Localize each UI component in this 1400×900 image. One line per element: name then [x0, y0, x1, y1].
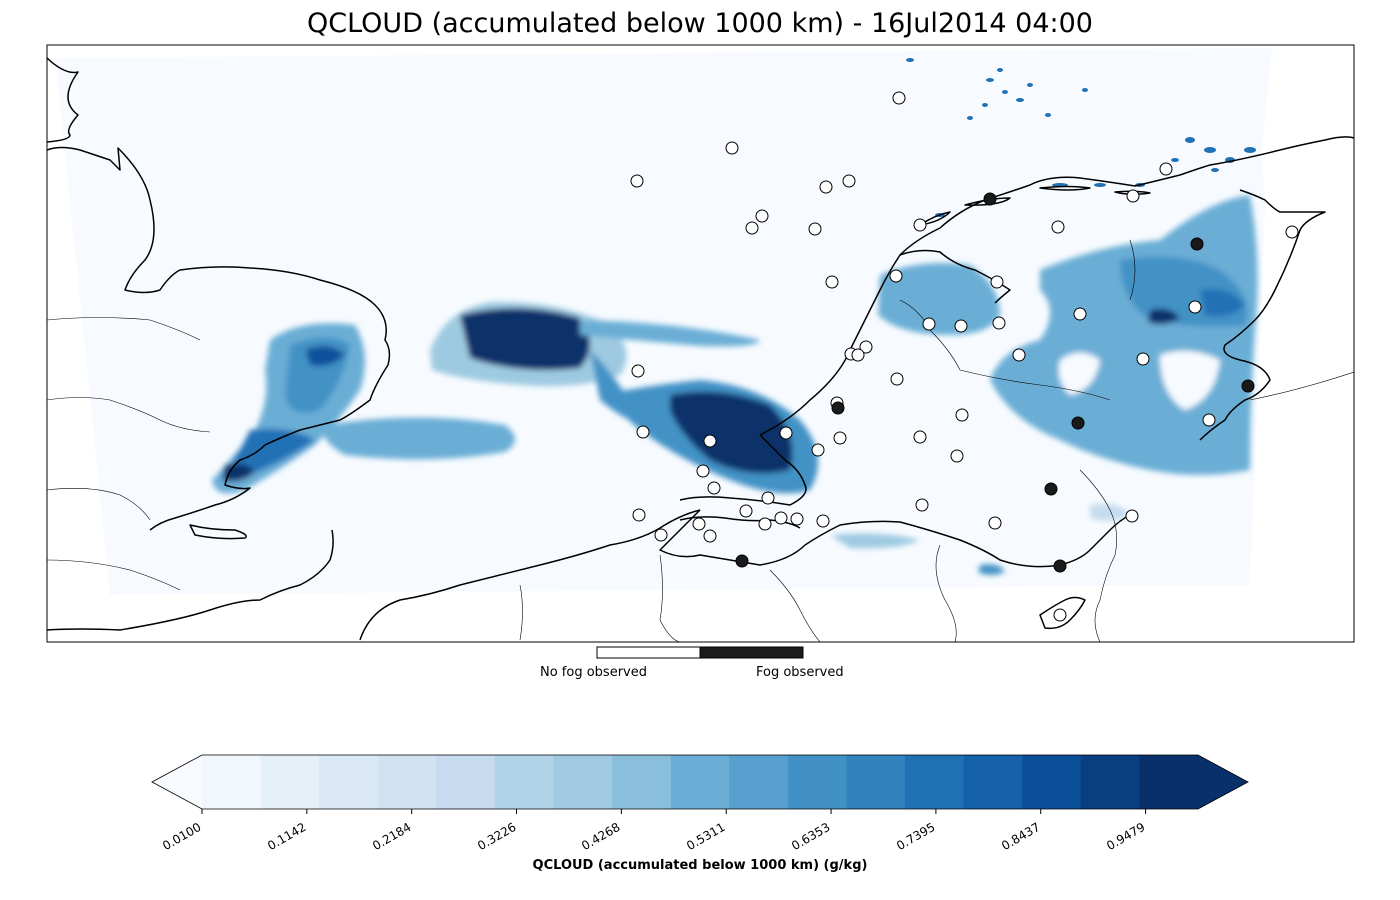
- colorbar-label: QCLOUD (accumulated below 1000 km) (g/kg…: [532, 858, 868, 873]
- colorbar-segment: [1080, 755, 1140, 809]
- no-fog-swatch: [596, 646, 701, 659]
- colorbar-extend-under: [152, 755, 202, 809]
- colorbar-segment: [846, 755, 906, 809]
- colorbar: [151, 754, 1249, 814]
- fog-swatch: [699, 646, 804, 659]
- colorbar-segment: [729, 755, 789, 809]
- colorbar-segment: [963, 755, 1023, 809]
- colorbar-segment: [202, 755, 262, 809]
- cloud-speckles: [906, 58, 1256, 217]
- fog-label: Fog observed: [756, 665, 844, 680]
- colorbar-segment: [260, 755, 320, 809]
- stations-no-fog: [630, 91, 1299, 622]
- colorbar-segment: [319, 755, 379, 809]
- colorbar-segment: [1139, 755, 1199, 809]
- coastlines: [47, 57, 1354, 641]
- colorbar-extend-over: [1198, 755, 1248, 809]
- colorbar-segment: [377, 755, 437, 809]
- colorbar-segment: [670, 755, 730, 809]
- colorbar-segment: [1022, 755, 1082, 809]
- no-fog-label: No fog observed: [540, 665, 647, 680]
- fog-legend: [596, 646, 804, 659]
- colorbar-segment: [436, 755, 496, 809]
- colorbar-segment: [905, 755, 965, 809]
- colorbar-segment: [494, 755, 555, 809]
- borders: [47, 239, 1354, 642]
- colorbar-segment: [612, 755, 672, 809]
- map-title: QCLOUD (accumulated below 1000 km) - 16J…: [307, 8, 1093, 39]
- model-domain: [55, 48, 1272, 595]
- stations-fog: [735, 192, 1255, 573]
- colorbar-segment: [787, 755, 847, 809]
- colorbar-segment: [553, 755, 613, 809]
- map-border: [46, 44, 1355, 643]
